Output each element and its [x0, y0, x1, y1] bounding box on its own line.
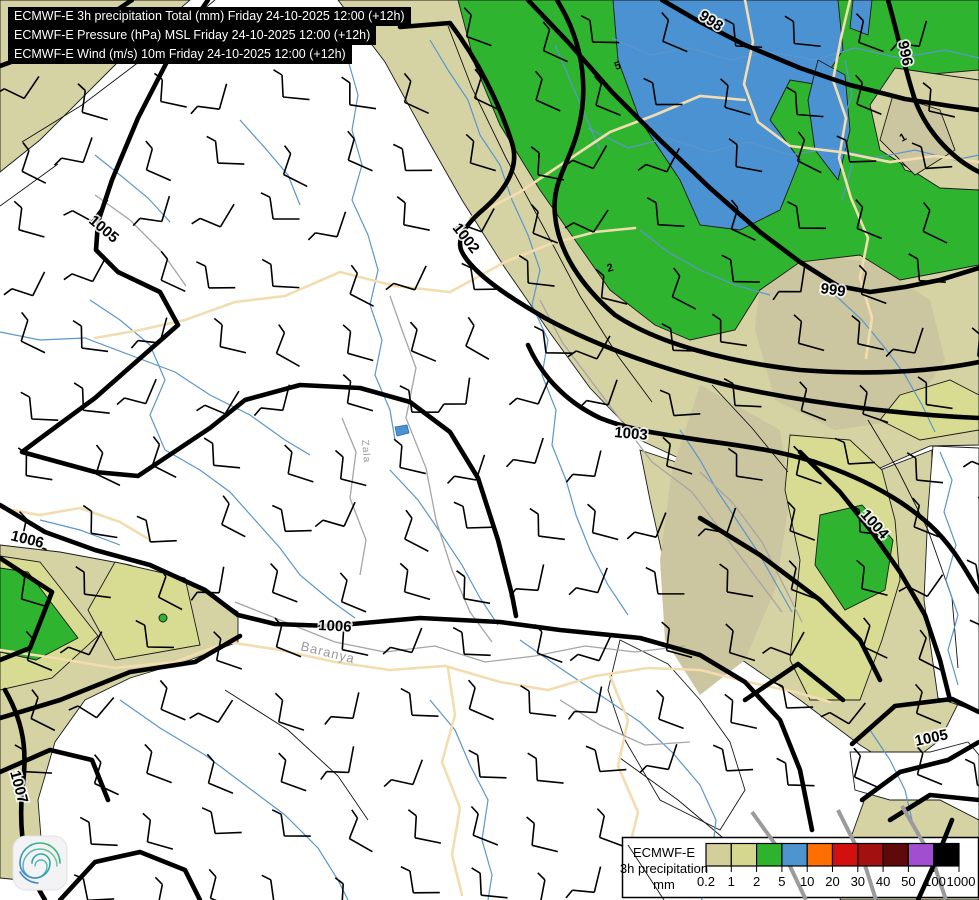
legend-swatches — [705, 842, 960, 867]
logo-tile — [12, 835, 68, 891]
title-precipitation: ECMWF-E 3h precipitation Total (mm) Frid… — [8, 7, 411, 26]
region-label-zala: Zala — [359, 439, 372, 463]
legend-swatch — [907, 842, 935, 867]
isobar-label: 999 — [819, 280, 846, 300]
isobar-1004 — [797, 449, 953, 703]
legend-swatch — [806, 842, 834, 867]
legend-swatch — [781, 842, 808, 867]
legend-swatch — [882, 842, 909, 867]
isobar-999 — [525, 0, 979, 295]
lake — [394, 424, 410, 437]
svg-text:1000: 1000 — [947, 874, 976, 889]
svg-text:30: 30 — [851, 874, 865, 889]
isobar-label: 1006 — [318, 617, 352, 636]
isobar-1003 — [525, 342, 979, 595]
isobar-1005-se — [849, 696, 979, 747]
svg-text:10: 10 — [800, 874, 814, 889]
legend-swatch — [730, 842, 758, 867]
swirl-icon — [19, 842, 61, 884]
isobar-1005-west — [19, 0, 519, 619]
svg-text:1: 1 — [728, 874, 735, 889]
legend-unit: mm — [653, 877, 675, 892]
legend-swatch — [755, 842, 783, 867]
legend-swatch — [831, 842, 859, 867]
isobar-998 — [659, 0, 979, 113]
precipitation-legend: ECMWF-E 3h precipitation mm 0.2 1 2 — [620, 805, 979, 900]
precip-contour-lines — [0, 0, 959, 843]
title-bars: ECMWF-E 3h precipitation Total (mm) Frid… — [8, 7, 411, 64]
legend-swatch — [857, 842, 884, 867]
admin-borders — [94, 194, 803, 746]
isobar-label: 1003 — [614, 424, 649, 444]
isobar-1000 — [552, 0, 979, 375]
title-wind: ECMWF-E Wind (m/s) 10m Friday 24-10-2025… — [8, 45, 352, 64]
contour-label: 1 — [898, 131, 909, 144]
isobar-1002 — [397, 20, 979, 421]
legend-title: ECMWF-E — [633, 845, 695, 860]
svg-text:100: 100 — [924, 874, 946, 889]
isobar-1006 — [0, 502, 815, 833]
legend-swatch — [933, 842, 960, 867]
forecast-app-logo — [12, 835, 68, 891]
svg-text:40: 40 — [876, 874, 890, 889]
title-pressure: ECMWF-E Pressure (hPa) MSL Friday 24-10-… — [8, 26, 377, 45]
legend-ticks — [705, 866, 960, 872]
svg-text:50: 50 — [901, 874, 915, 889]
svg-text:2: 2 — [753, 874, 760, 889]
svg-text:20: 20 — [825, 874, 839, 889]
contour-label: 5 — [613, 59, 623, 72]
svg-text:5: 5 — [778, 874, 785, 889]
legend-swatch — [705, 842, 732, 867]
legend-values: 0.2 1 2 5 10 20 30 40 50 100 1000 — [697, 874, 976, 889]
svg-text:0.2: 0.2 — [697, 874, 715, 889]
contour-label: 2 — [606, 262, 615, 275]
legend-subtitle: 3h precipitation — [620, 861, 708, 876]
